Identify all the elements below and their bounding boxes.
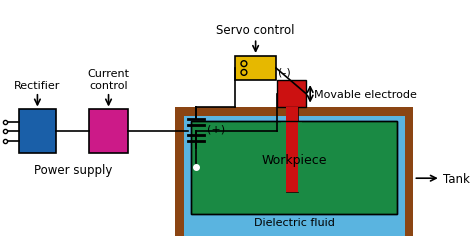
Text: Movable electrode: Movable electrode bbox=[314, 89, 417, 100]
Bar bbox=[191, 122, 397, 214]
Text: Tank: Tank bbox=[443, 172, 470, 185]
Text: Servo control: Servo control bbox=[216, 24, 295, 37]
Text: Dielectric fluid: Dielectric fluid bbox=[254, 217, 335, 228]
Bar bbox=[277, 81, 306, 108]
Bar bbox=[89, 110, 128, 154]
Bar bbox=[281, 122, 302, 193]
Text: (+): (+) bbox=[207, 124, 225, 134]
Bar bbox=[235, 57, 276, 81]
Bar bbox=[191, 122, 397, 214]
Text: (-): (-) bbox=[278, 68, 291, 78]
Text: Workpiece: Workpiece bbox=[261, 153, 327, 166]
Bar bbox=[286, 108, 298, 193]
Bar bbox=[175, 108, 413, 236]
Text: Current
control: Current control bbox=[88, 69, 129, 90]
Text: Rectifier: Rectifier bbox=[14, 81, 61, 90]
Text: Power supply: Power supply bbox=[34, 163, 113, 176]
Bar bbox=[183, 117, 405, 236]
Bar bbox=[19, 110, 56, 154]
Bar bbox=[286, 108, 298, 193]
